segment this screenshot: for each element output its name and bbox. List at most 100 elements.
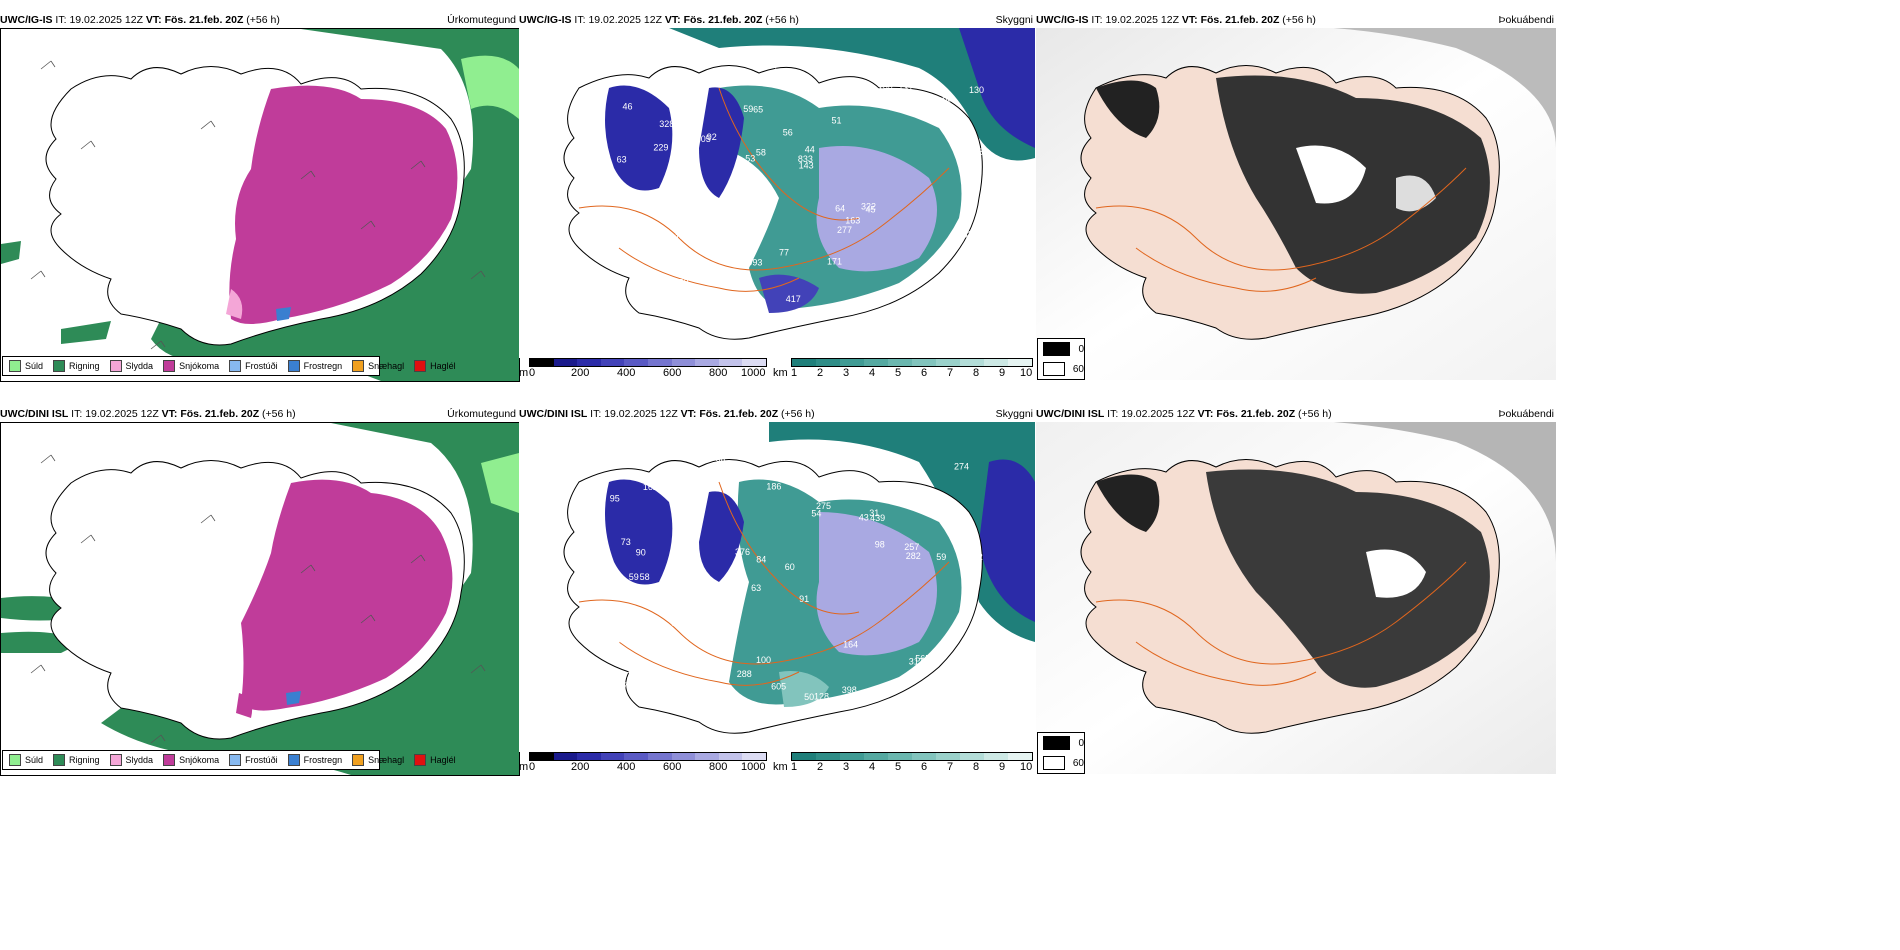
visibility-value-label: 143 (799, 161, 814, 171)
visibility-value-label: 73 (866, 486, 876, 496)
product-name: Úrkomutegund (447, 14, 516, 26)
visibility-value-label: 178 (975, 628, 990, 638)
visibility-value-label: 993 (747, 257, 762, 267)
colorbar-tick: 200 (571, 367, 590, 379)
visibility-value-label: 56 (783, 127, 793, 137)
visibility-value-label: 305 (616, 635, 631, 645)
visibility-value-label: 282 (906, 551, 921, 561)
precip-type-map (0, 422, 520, 776)
colorbar-tick: 3 (843, 761, 850, 773)
product-name: Skyggni (995, 408, 1033, 420)
legend-item-rigning: Rigning (53, 754, 100, 766)
visibility-value-label: 186 (766, 481, 781, 491)
visibility-value-label: 130 (878, 81, 893, 91)
visibility-value-label: 59 (936, 552, 946, 562)
colorbar-unit: m (519, 761, 529, 773)
fog-legend-item: 0 (1038, 339, 1084, 359)
visibility-value-label: 58 (756, 148, 766, 158)
visibility-value-label: 189 (895, 461, 910, 471)
visibility-value-label: 322 (861, 202, 876, 212)
colorbar-tick: 1000 (741, 761, 766, 773)
visibility-value-label: 229 (653, 143, 668, 153)
visibility-value-label: 100 (756, 655, 771, 665)
visibility-value-label: 68 (919, 112, 929, 122)
visibility-value-label: 64 (835, 203, 845, 213)
visibility-m-colorbar: m 0 200 400 600 800 1000 (519, 358, 769, 380)
legend-item-frostregn: Frostregn (287, 754, 342, 766)
visibility-value-label: 275 (816, 501, 831, 511)
visibility-value-label: 164 (762, 61, 777, 71)
legend-item-slydda: Slydda (109, 360, 153, 372)
visibility-value-label: 63 (751, 583, 761, 593)
colorbar-tick: 6 (921, 761, 928, 773)
panel-precip-type-dini: UWC/DINI ISL IT: 19.02.2025 12Z VT: Fös.… (0, 408, 520, 776)
visibility-value-label: 51 (832, 115, 842, 125)
visibility-map (519, 28, 1035, 358)
visibility-value-label: 57 (741, 249, 751, 259)
visibility-value-label: 61 (596, 629, 606, 639)
visibility-value-label: 73 (621, 537, 631, 547)
colorbar-unit: km (773, 761, 788, 773)
visibility-value-labels: 85 63 68 57 51 92 59 56 48 92 56 68 65 44 45 46 70 88 64 79… (595, 61, 989, 308)
visibility-value-label: 84 (756, 554, 766, 564)
visibility-value-label: 333 (963, 230, 978, 240)
visibility-value-label: 130 (969, 85, 984, 95)
visibility-value-label: 46 (623, 102, 633, 112)
visibility-value-label: 43 (859, 512, 869, 522)
colorbar-tick: 1000 (741, 367, 766, 379)
colorbar-tick: 400 (617, 761, 636, 773)
visibility-value-label: 146 (713, 692, 728, 702)
colorbar-tick: 600 (663, 761, 682, 773)
visibility-value-labels: 80 73 65 63 91 58 95 43 79 54 60 74 57 49 50 128 100 189 9… (596, 457, 990, 702)
visibility-value-label: 49 (707, 583, 717, 593)
legend-item-frostudi: Frostúði (229, 360, 278, 372)
colorbar-tick: 3 (843, 367, 850, 379)
visibility-value-label: 95 (610, 493, 620, 503)
visibility-value-label: 77 (779, 247, 789, 257)
visibility-value-label: 339 (746, 225, 761, 235)
visibility-value-label: 319 (646, 632, 661, 642)
legend-item-hagel: Haglél (414, 754, 456, 766)
visibility-value-label: 79 (611, 588, 621, 598)
visibility-value-label: 91 (799, 594, 809, 604)
fog-index-map (1036, 28, 1556, 380)
visibility-value-label: 128 (814, 691, 829, 701)
panel-title: UWC/IG-IS IT: 19.02.2025 12Z VT: Fös. 21… (0, 14, 280, 26)
colorbar-tick: 800 (709, 367, 728, 379)
colorbar-tick: 10 (1020, 367, 1033, 379)
visibility-value-label: 57 (733, 180, 743, 190)
visibility-value-label: 92 (636, 285, 646, 295)
visibility-km-colorbar: km 1 2 3 4 5 6 7 8 9 10 (773, 752, 1035, 774)
visibility-value-label: 79 (942, 126, 952, 136)
visibility-value-label: 439 (870, 513, 885, 523)
colorbar-tick: 2 (817, 761, 824, 773)
visibility-value-label: 150 (674, 278, 689, 288)
visibility-value-label: 376 (735, 547, 750, 557)
colorbar-tick: 7 (947, 761, 954, 773)
visibility-km-colorbar: km 1 2 3 4 5 6 7 8 9 10 (773, 358, 1035, 380)
product-name: Þokuábendi (1498, 408, 1554, 420)
visibility-value-label: 44 (805, 144, 815, 154)
visibility-value-label: 328 (659, 119, 674, 129)
colorbar-tick: 9 (999, 367, 1006, 379)
panel-title: UWC/IG-IS IT: 19.02.2025 12Z VT: Fös. 21… (519, 14, 799, 26)
fog-index-legend: 0 60 (1037, 732, 1085, 774)
colorbar-tick: 0 (529, 367, 536, 379)
visibility-value-label: 398 (635, 297, 650, 307)
visibility-value-label: 85 (936, 281, 946, 291)
visibility-value-label: 274 (954, 461, 969, 471)
colorbar-tick: 800 (709, 761, 728, 773)
colorbar-tick: 600 (663, 367, 682, 379)
visibility-value-label: 288 (737, 669, 752, 679)
colorbar-tick: 8 (973, 367, 980, 379)
legend-item-sudd: Súld (9, 360, 43, 372)
legend-item-frostregn: Frostregn (287, 360, 342, 372)
panel-title: UWC/IG-IS IT: 19.02.2025 12Z VT: Fös. 21… (1036, 14, 1316, 26)
visibility-value-label: 398 (842, 685, 857, 695)
visibility-value-label: 98 (875, 540, 885, 550)
visibility-value-label: 162 (643, 482, 658, 492)
visibility-value-label: 138 (618, 238, 633, 248)
colorbar-tick: 9 (999, 761, 1006, 773)
legend-item-frostudi: Frostúði (229, 754, 278, 766)
product-name: Skyggni (995, 14, 1033, 26)
